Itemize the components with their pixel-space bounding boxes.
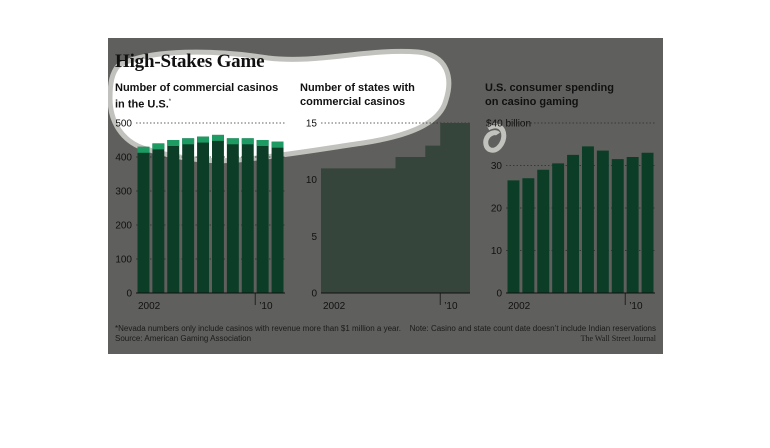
highlight-blob-shape [108,48,452,164]
bar-2008 [226,138,239,293]
panel-2-title-line2: commercial casinos [300,96,406,108]
bar-cap-2006 [197,136,210,143]
chart-figure: High-Stakes Game Number of commercial ca… [108,38,663,354]
y-tick-label: 30 [491,161,503,172]
panel-2-title: Number of states with commercial casinos [300,81,415,109]
y-tick-label: $40 billion [486,119,531,130]
bar-cap-2010 [256,140,269,146]
x-tick-label: ’10 [444,301,458,312]
bar-2006 [567,154,580,293]
y-tick-label: 0 [126,289,132,300]
x-tick-label: 2002 [138,301,161,312]
x-tick-label: 2002 [508,301,531,312]
highlight-swirl [483,123,507,153]
bar-2011 [271,141,284,293]
panel-1-title-line2: in the U.S. [115,98,169,111]
y-tick-label: 200 [115,221,132,232]
y-tick-label: 5 [311,232,317,243]
y-tick-label: 0 [496,289,502,300]
bar-2010 [626,157,639,293]
panel-1-title: Number of commercial casinos in the U.S.… [115,81,278,112]
bar-cap-2004 [167,140,180,146]
bar-2002 [507,180,520,293]
panel-1-title-line1: Number of commercial casinos [115,82,279,94]
bar-cap-2005 [182,138,195,145]
bar-cap-2003 [152,143,165,150]
highlight-blob [108,48,507,164]
y-tick-label: 0 [311,289,317,300]
bar-2009 [241,138,254,293]
x-tick-label: 2002 [323,301,346,312]
bar-2010 [256,140,269,293]
y-tick-label: 15 [306,119,318,130]
source: Source: American Gaming Association [115,334,252,343]
bar-2007 [211,134,224,293]
y-tick-label: 10 [491,246,503,257]
bar-2002 [137,146,150,293]
panel-3-title-line2: on casino gaming [485,96,579,108]
states-area-chart: 0 5 10 15 2002 ’10 [306,119,470,312]
bar-cap-2002 [137,146,150,153]
bar-2005 [182,138,195,293]
bar-2006 [197,136,210,293]
bar-2004 [167,140,180,293]
y-tick-label: 20 [491,204,503,215]
bar-cap-2011 [271,141,284,148]
bar-2004 [537,169,550,293]
bar-cap-2008 [226,138,239,145]
x-tick-label: ’10 [629,301,643,312]
panel-2-title-line1: Number of states with [300,82,415,94]
y-tick-label: 500 [115,119,132,130]
x-tick-label: ’10 [259,301,273,312]
bar-2008 [596,150,609,293]
credit: The Wall Street Journal [580,334,656,343]
y-tick-label: 10 [306,175,318,186]
bar-cap-2007 [211,134,224,141]
casinos-bar-chart: 0 100 200 300 400 500 2002 ’10 [115,119,285,312]
panel-1-footnote-marker: * [168,99,172,105]
y-tick-label: 300 [115,187,132,198]
area-series [321,123,470,293]
bar-2003 [152,143,165,293]
y-tick-label: 100 [115,255,132,266]
bar-2009 [611,159,624,293]
bar-2003 [522,178,535,293]
spending-bar-chart: 0 10 20 30 $40 billion 2002 ’10 [486,119,655,312]
y-tick-label: 400 [115,153,132,164]
footnote: *Nevada numbers only include casinos wit… [115,324,401,333]
bar-2007 [581,146,594,293]
bar-2011 [641,152,654,293]
note: Note: Casino and state count date doesn’… [409,324,656,333]
panel-3-title: U.S. consumer spending on casino gaming [485,81,614,109]
bar-2005 [552,163,565,293]
panel-3-title-line1: U.S. consumer spending [485,82,614,94]
bar-cap-2009 [241,138,254,145]
figure-title: High-Stakes Game [115,51,265,72]
